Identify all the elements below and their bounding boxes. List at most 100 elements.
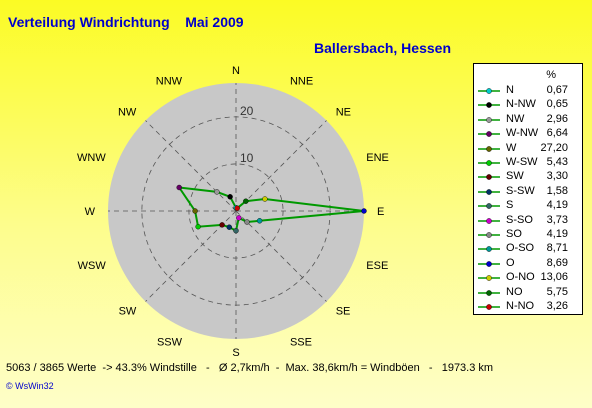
data-point (192, 208, 198, 214)
legend-line-marker-icon (478, 102, 500, 109)
legend-item: O-NO 13,06 (474, 271, 582, 285)
direction-label: W (85, 206, 96, 218)
legend-value: 27,20 (540, 141, 568, 154)
data-point (244, 219, 250, 225)
legend-value: 5,75 (546, 285, 568, 298)
direction-label: E (377, 206, 384, 218)
legend-direction: S-SW (506, 184, 535, 197)
legend-direction: O-NO (506, 271, 535, 284)
legend-item: S-SW 1,58 (474, 185, 582, 199)
data-point (256, 218, 263, 224)
data-point (233, 227, 239, 234)
legend-direction: SW (506, 170, 524, 183)
direction-label: SSW (157, 336, 183, 348)
legend-item: W 27,20 (474, 142, 582, 156)
legend-line-marker-icon (478, 160, 500, 166)
direction-label: SSE (290, 336, 312, 348)
legend-item: SW 3,30 (474, 170, 582, 184)
direction-label: NNW (156, 76, 183, 88)
legend-value: 0,65 (546, 98, 568, 111)
legend-item: W-SW 5,43 (474, 156, 582, 170)
data-point (234, 205, 240, 211)
legend-value: 0,67 (546, 84, 568, 96)
legend-item: NW 2,96 (474, 113, 582, 127)
legend-line-marker-icon (478, 217, 500, 224)
data-point (361, 208, 367, 214)
legend-value: 13,06 (540, 271, 568, 284)
legend-value: 4,19 (546, 199, 568, 212)
radial-tick-label: 10 (240, 151, 254, 165)
legend-line-marker-icon (478, 289, 500, 296)
legend-line-marker-icon (478, 203, 500, 209)
legend: % N 0,67 N-NW 0,65 NW 2,96 W-NW 6,64 W 27,20 W-SW 5… (473, 63, 583, 315)
data-point (176, 184, 182, 191)
legend-direction: W (506, 141, 517, 154)
grid-spoke (235, 210, 327, 302)
data-point (226, 224, 233, 230)
direction-label: ESE (366, 260, 388, 272)
legend-item: S-SO 3,73 (474, 214, 582, 228)
direction-label: NE (336, 106, 351, 118)
legend-line-marker-icon (478, 260, 500, 267)
legend-direction: N (506, 84, 514, 96)
legend-value: 3,30 (546, 170, 568, 183)
legend-direction: N-NW (506, 98, 536, 111)
radial-tick-label: 20 (240, 104, 254, 118)
legend-line-marker-icon (478, 131, 500, 137)
legend-value: 8,69 (546, 256, 568, 269)
location-label: Ballersbach, Hessen (314, 40, 451, 56)
legend-value: 3,73 (546, 213, 568, 226)
direction-label: NW (118, 106, 137, 118)
direction-label: SW (119, 306, 137, 318)
grid-spoke (235, 120, 327, 212)
legend-line-marker-icon (478, 188, 500, 195)
legend-line-marker-icon (478, 145, 500, 152)
legend-line-marker-icon (478, 116, 500, 123)
legend-value: 1,58 (546, 184, 568, 197)
legend-line-marker-icon (478, 232, 500, 238)
legend-value: 3,26 (546, 300, 568, 312)
legend-line-marker-icon (478, 174, 500, 181)
direction-label: ENE (366, 152, 389, 164)
grid-spoke (145, 120, 237, 212)
legend-item: O 8,69 (474, 257, 582, 271)
legend-item: NO 5,75 (474, 286, 582, 300)
legend-direction: N-NO (506, 300, 535, 312)
legend-value: 5,43 (546, 156, 568, 168)
data-point (243, 198, 249, 204)
data-point (236, 215, 242, 221)
software-credit: © WsWin32 (6, 381, 54, 391)
data-point (195, 223, 201, 230)
legend-direction: O-SO (506, 242, 535, 255)
legend-unit-label: % (546, 69, 556, 81)
legend-item: SO 4,19 (474, 228, 582, 242)
direction-label: WSW (78, 260, 107, 272)
legend-value: 8,71 (546, 242, 568, 255)
legend-item: O-SO 8,71 (474, 242, 582, 256)
legend-line-marker-icon (478, 246, 500, 253)
direction-label: SE (336, 306, 351, 318)
data-point (214, 189, 220, 195)
legend-direction: O (506, 256, 515, 269)
direction-label: NNE (290, 76, 313, 88)
legend-value: 4,19 (546, 228, 568, 240)
legend-value: 6,64 (546, 127, 568, 140)
legend-item: N-NO 3,26 (474, 300, 582, 314)
legend-line-marker-icon (478, 88, 500, 94)
legend-value: 2,96 (546, 112, 568, 125)
data-point (219, 222, 225, 228)
legend-direction: NW (506, 112, 525, 125)
direction-label: WNW (77, 152, 106, 164)
legend-item: N-NW 0,65 (474, 98, 582, 112)
data-point (227, 194, 233, 200)
legend-line-marker-icon (478, 304, 500, 310)
legend-direction: S-SO (506, 213, 533, 226)
data-point (262, 196, 268, 202)
legend-direction: NO (506, 285, 523, 298)
direction-label: N (232, 65, 240, 77)
legend-line-marker-icon (478, 275, 500, 281)
legend-direction: S (506, 199, 514, 212)
legend-direction: SO (506, 228, 522, 240)
